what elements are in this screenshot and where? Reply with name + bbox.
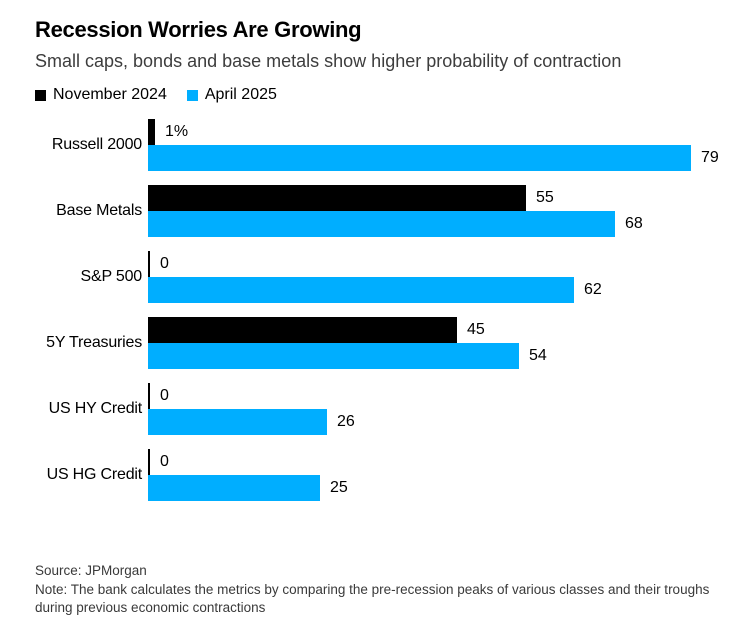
chart-footnotes: Source: JPMorgan Note: The bank calculat…	[35, 562, 741, 618]
category-label: US HY Credit	[48, 399, 143, 417]
value-label: 0	[160, 452, 169, 470]
bar-line: 26	[148, 408, 735, 435]
legend-swatch-icon	[186, 89, 198, 101]
bar-november-2024	[148, 316, 457, 343]
chart-title: Recession Worries Are Growing	[35, 17, 362, 42]
bar-line: 54	[148, 342, 735, 369]
value-label: 45	[467, 320, 485, 338]
value-label: 0	[160, 254, 169, 272]
bar-november-2024	[148, 118, 155, 145]
bar-group: 0 25	[148, 448, 735, 501]
source-text: Source: JPMorgan	[35, 563, 147, 578]
value-label: 68	[625, 214, 643, 232]
bar-group: 1% 79	[148, 118, 735, 171]
bar-chart: Russell 2000 1% 79 Base Metals 55 68 S&P 500 0 6…	[35, 118, 735, 501]
bar-november-2024	[148, 184, 526, 211]
value-label: 54	[529, 346, 547, 364]
bar-april-2025	[148, 144, 691, 171]
category-label: US HG Credit	[46, 465, 143, 483]
value-label: 0	[160, 386, 169, 404]
bar-line: 1%	[148, 118, 735, 145]
bar-april-2025	[148, 210, 615, 237]
bar-line: 0	[148, 250, 735, 277]
category-label: S&P 500	[80, 267, 143, 285]
category-label: Russell 2000	[51, 135, 142, 153]
legend-item: November 2024	[35, 86, 167, 104]
bar-line: 0	[148, 448, 735, 475]
bar-line: 68	[148, 210, 735, 237]
zero-value-tick	[148, 250, 150, 277]
bar-line: 0	[148, 382, 735, 409]
chart-row: Base Metals 55 68	[35, 184, 735, 237]
bar-group: 0 62	[148, 250, 735, 303]
chart-row: US HY Credit 0 26	[35, 382, 735, 435]
bar-april-2025	[148, 342, 519, 369]
bar-april-2025	[148, 474, 320, 501]
category-label: 5Y Treasuries	[46, 333, 142, 351]
zero-value-tick	[148, 382, 150, 409]
zero-value-tick	[148, 448, 150, 475]
chart-row: 5Y Treasuries 45 54	[35, 316, 735, 369]
bar-line: 79	[148, 144, 735, 171]
chart-row: Russell 2000 1% 79	[35, 118, 735, 171]
bar-april-2025	[148, 408, 327, 435]
value-label: 25	[330, 478, 348, 496]
value-label: 26	[337, 412, 355, 430]
value-label: 55	[536, 188, 554, 206]
bar-group: 45 54	[148, 316, 735, 369]
note-text: Note: The bank calculates the metrics by…	[35, 581, 710, 616]
value-label: 79	[701, 148, 719, 166]
legend-label: April 2025	[204, 86, 277, 104]
bar-group: 0 26	[148, 382, 735, 435]
value-label: 1%	[165, 122, 189, 140]
chart-row: US HG Credit 0 25	[35, 448, 735, 501]
bar-line: 55	[148, 184, 735, 211]
bar-line: 45	[148, 316, 735, 343]
category-label: Base Metals	[56, 201, 142, 219]
chart-subtitle: Small caps, bonds and base metals show h…	[35, 51, 622, 72]
bar-group: 55 68	[148, 184, 735, 237]
legend-item: April 2025	[186, 86, 277, 104]
legend-label: November 2024	[53, 86, 167, 104]
chart-legend: November 2024 April 2025	[35, 86, 735, 104]
bar-line: 62	[148, 276, 735, 303]
bar-april-2025	[148, 276, 574, 303]
bar-line: 25	[148, 474, 735, 501]
value-label: 62	[584, 280, 602, 298]
chart-row: S&P 500 0 62	[35, 250, 735, 303]
legend-swatch-icon	[35, 89, 46, 101]
